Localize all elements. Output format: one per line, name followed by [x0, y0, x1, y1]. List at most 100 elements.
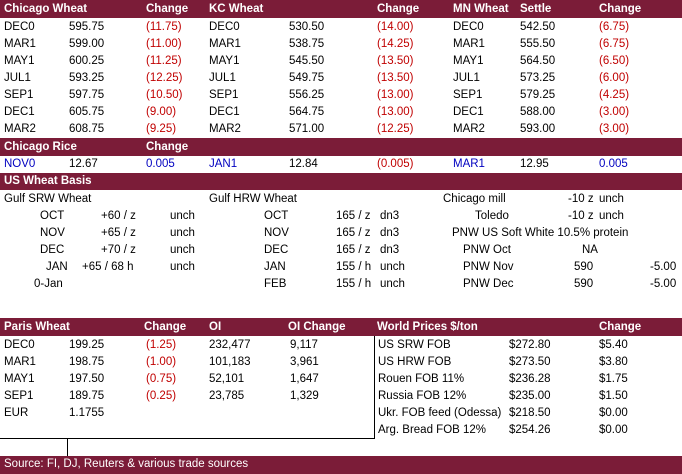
settle-price: 555.50: [520, 38, 556, 50]
price-change: (4.25): [599, 89, 630, 101]
basis-location: PNW US Soft White 10.5% protein: [452, 227, 629, 239]
price-change: (11.75): [146, 21, 182, 33]
basis-change: unch: [170, 244, 195, 256]
futures-header-bar: [0, 0, 682, 18]
price-change: (6.50): [599, 55, 630, 67]
world-header: World Prices $/ton: [377, 321, 478, 333]
rice-header: Chicago Rice: [4, 141, 77, 153]
price-change: (12.25): [377, 123, 414, 135]
world-box-left: [374, 336, 375, 438]
basis-month: JAN: [46, 261, 68, 273]
basis-month: 0-Jan: [34, 278, 63, 290]
basis-change: -5.00: [650, 261, 677, 273]
world-change: $3.80: [599, 356, 628, 368]
contract-month: MAY1: [4, 373, 35, 385]
divider: [67, 438, 68, 456]
world-change: $5.40: [599, 339, 628, 351]
rice-month: JAN1: [209, 158, 238, 170]
settle-price: 588.00: [520, 106, 556, 118]
contract-month: DEC0: [4, 339, 35, 351]
basis-month: OCT: [264, 210, 289, 222]
basis-value: +60 / z: [101, 210, 136, 222]
price-change: (13.50): [377, 72, 414, 84]
price-change: (1.00): [146, 356, 177, 368]
settle-price: 595.75: [69, 21, 105, 33]
settle-price: 538.75: [289, 38, 325, 50]
rice-change: 0.005: [599, 158, 628, 170]
price-change: (3.00): [599, 123, 630, 135]
settle-price: 605.75: [69, 106, 105, 118]
rice-month: MAR1: [453, 158, 485, 170]
contract-month: MAR1: [453, 38, 485, 50]
open-interest: 23,785: [209, 390, 245, 402]
contract-month: MAR2: [4, 123, 36, 135]
contract-month: SEP1: [209, 89, 239, 101]
chicago-change-header: Change: [146, 3, 189, 15]
open-interest: 52,101: [209, 373, 245, 385]
world-change: $1.75: [599, 373, 628, 385]
contract-month: DEC1: [453, 106, 484, 118]
contract-month: MAY1: [4, 55, 35, 67]
basis-value: 155 / h: [336, 278, 372, 290]
settle-price: 593.25: [69, 72, 105, 84]
chicago-wheat-header: Chicago Wheat: [4, 3, 88, 15]
basis-month: NOV: [40, 227, 65, 239]
rice-month: NOV0: [4, 158, 36, 170]
basis-value: 165 / z: [336, 210, 371, 222]
basis-change: unch: [170, 227, 195, 239]
contract-month: SEP1: [453, 89, 483, 101]
settle-price: 564.75: [289, 106, 325, 118]
world-change: $1.50: [599, 390, 628, 402]
world-price: $254.26: [509, 424, 551, 436]
basis-value: 590: [574, 261, 594, 273]
eur-value: 1.1755: [69, 407, 105, 419]
basis-change: dn3: [380, 210, 400, 222]
world-price: $235.00: [509, 390, 551, 402]
price-origin: Arg. Bread FOB 12%: [378, 424, 487, 436]
open-interest: 101,183: [209, 356, 251, 368]
world-price: $218.50: [509, 407, 551, 419]
world-price: $272.80: [509, 339, 551, 351]
basis-value: +65 / z: [101, 227, 136, 239]
contract-month: SEP1: [4, 390, 34, 402]
source-text: Source: FI, DJ, Reuters & various trade …: [4, 458, 249, 470]
price-change: (14.25): [377, 38, 414, 50]
contract-month: MAR1: [209, 38, 241, 50]
contract-month: SEP1: [4, 89, 34, 101]
contract-month: JUL1: [4, 72, 31, 84]
oi-change: 3,961: [290, 356, 319, 368]
contract-month: DEC1: [4, 106, 35, 118]
contract-month: JUL1: [209, 72, 236, 84]
settle-price: 556.25: [289, 89, 325, 101]
basis-value: 590: [574, 278, 594, 290]
basis-month: DEC: [40, 244, 65, 256]
contract-month: MAR2: [453, 123, 485, 135]
basis-month: OCT: [40, 210, 65, 222]
mn-change-header: Change: [599, 3, 642, 15]
price-change: (13.50): [377, 55, 414, 67]
rice-price: 12.84: [289, 158, 318, 170]
price-change: (0.25): [146, 390, 177, 402]
price-origin: Russia FOB 12%: [378, 390, 467, 402]
contract-month: MAR2: [209, 123, 241, 135]
settle-price: 530.50: [289, 21, 325, 33]
price-change: (9.25): [146, 123, 177, 135]
paris-header-bar: [0, 318, 682, 336]
mn-wheat-header: MN Wheat: [453, 3, 509, 15]
basis-location: Chicago mill: [443, 193, 506, 205]
rice-price: 12.67: [69, 158, 98, 170]
world-price: $273.50: [509, 356, 551, 368]
price-change: (3.00): [599, 106, 630, 118]
world-change: $0.00: [599, 424, 628, 436]
settle-price: 564.50: [520, 55, 556, 67]
price-origin: US HRW FOB: [378, 356, 452, 368]
contract-month: DEC0: [453, 21, 484, 33]
contract-month: MAY1: [209, 55, 240, 67]
price-change: (1.25): [146, 339, 177, 351]
price-change: (13.00): [377, 106, 414, 118]
price-origin: Rouen FOB 11%: [378, 373, 465, 385]
basis-header-bar: [0, 173, 682, 190]
eur-label: EUR: [4, 407, 29, 419]
contract-month: MAR1: [4, 356, 36, 368]
settle-price: 571.00: [289, 123, 325, 135]
